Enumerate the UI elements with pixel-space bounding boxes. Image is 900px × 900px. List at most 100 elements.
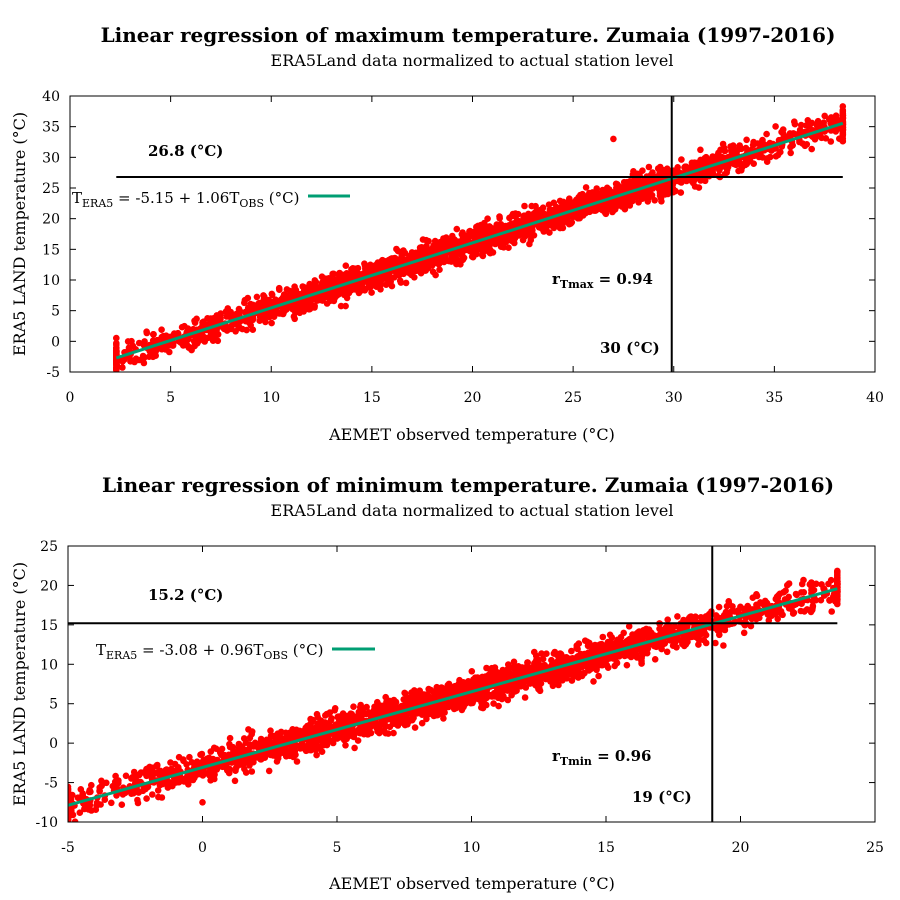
scatter-point [455,248,463,255]
scatter-point [312,278,320,286]
chart-title: Linear regression of minimum temperature… [102,473,834,497]
scatter-point [377,262,385,270]
scatter-point [423,715,430,723]
scatter-point [339,710,347,717]
scatter-point [390,729,397,737]
scatter-point [790,130,797,137]
scatter-point [311,286,319,294]
scatter-point [549,682,557,690]
scatter-point [290,313,298,320]
scatter-point [519,236,527,244]
scatter-point [402,279,410,287]
scatter-point [249,326,257,334]
correlation-label: rTmax = 0.94 [552,270,653,291]
equation-body: = -5.15 + 1.06T [113,189,239,207]
scatter-point [656,168,664,176]
scatter-point [226,740,233,748]
max-temperature-chart: Linear regression of maximum temperature… [10,23,884,444]
scatter-point [198,750,206,758]
scatter-point [76,809,84,816]
y-tick-label: 10 [42,273,60,289]
scatter-point [495,702,502,710]
scatter-point [556,197,564,205]
scatter-point [154,787,162,794]
scatter-point [651,656,659,663]
scatter-point [567,220,574,227]
scatter-point [497,223,504,230]
scatter-point [297,305,305,313]
scatter-point [655,641,662,649]
scatter-point [112,772,119,780]
scatter-point [738,145,745,153]
scatter-point [217,310,224,317]
scatter-point [688,159,696,167]
scatter-point [701,154,709,162]
scatter-point [561,205,568,212]
x-tick-label: 15 [363,390,381,406]
scatter-point [527,236,535,244]
scatter-point [492,240,499,248]
scatter-point [141,354,148,361]
scatter-point [349,726,357,734]
scatter-point [207,330,215,337]
scatter-point [143,795,150,802]
scatter-point [191,319,199,327]
scatter-point [361,260,368,268]
scatter-point [122,772,130,780]
scatter-point [349,265,357,272]
scatter-point [127,358,134,365]
scatter-point [751,152,758,160]
scatter-point [490,700,497,707]
scatter-point [245,726,252,733]
scatter-point [515,217,522,225]
scatter-point [697,146,704,154]
scatter-point [92,806,100,813]
scatter-point [682,163,690,170]
scatter-point [472,246,479,254]
scatter-point [216,316,224,323]
scatter-point [616,201,623,208]
equation-obs-sub: OBS [239,197,264,210]
scatter-point [306,280,314,288]
scatter-point [344,286,352,294]
scatter-point [539,204,547,211]
scatter-point [293,290,301,298]
scatter-point [233,311,241,319]
scatter-point [381,723,389,730]
scatter-point [580,210,588,217]
scatter-point [437,688,445,696]
scatter-point [141,338,148,345]
scatter-point [565,197,573,205]
scatter-point [827,138,835,145]
regression-equation: TERA5 = -5.15 + 1.06TOBS (°C) [72,189,299,210]
scatter-point [603,662,611,669]
scatter-point [374,698,381,706]
scatter-point [400,247,407,254]
scatter-point [266,313,273,321]
scatter-point [832,117,840,125]
scatter-point [638,649,646,657]
scatter-point [445,237,452,245]
scatter-point [658,198,665,205]
scatter-point [275,284,283,292]
scatter-point [101,796,109,803]
scatter-point [143,329,151,337]
scatter-point [721,147,729,155]
scatter-point [761,141,768,148]
correlation-symbol: r [552,270,561,288]
x-tick-label: 35 [765,390,783,406]
equation-unit: (°C) [264,189,299,207]
scatter-point [688,177,696,185]
scatter-point [374,728,381,735]
scatter-point [134,796,141,804]
scatter-point [673,644,680,651]
scatter-point [171,760,179,768]
scatter-point [277,746,284,753]
scatter-point [399,255,406,262]
scatter-point [248,768,256,775]
scatter-point [452,683,460,690]
scatter-point [575,640,583,647]
scatter-point [591,207,598,214]
scatter-point [481,225,488,232]
scatter-point [342,262,350,270]
